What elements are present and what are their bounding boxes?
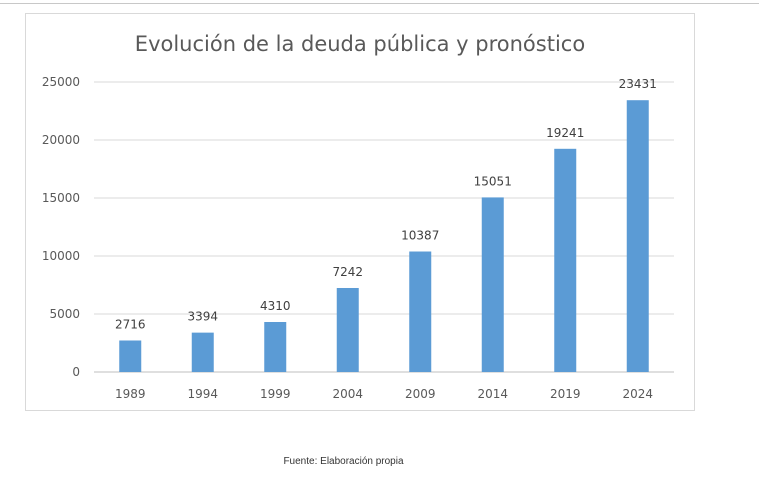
bar-2019 [554, 148, 577, 372]
top-divider [0, 3, 759, 4]
bar-2024 [626, 100, 649, 372]
y-tick-label: 0 [72, 365, 80, 379]
x-tick-label-2004: 2004 [332, 387, 363, 401]
data-label-2014: 15051 [474, 174, 512, 188]
data-label-2009: 10387 [401, 229, 439, 243]
bar-1989 [119, 340, 142, 372]
x-tick-label-2024: 2024 [622, 387, 653, 401]
bar-1999 [264, 322, 287, 372]
bar-1994 [191, 332, 214, 372]
data-label-1989: 2716 [115, 317, 146, 331]
data-label-1999: 4310 [260, 299, 291, 313]
bar-2014 [481, 197, 504, 372]
data-label-2004: 7242 [332, 265, 363, 279]
labels: 0 5000 10000 15000 20000 25000 2716 1989 3394 199… [42, 75, 657, 401]
data-label-2019: 19241 [546, 126, 584, 140]
x-tick-label-2009: 2009 [405, 387, 436, 401]
source-caption: Fuente: Elaboración propia [283, 456, 404, 467]
chart-title: Evolución de la deuda pública y pronósti… [135, 32, 585, 56]
data-label-2024: 23431 [619, 77, 657, 91]
y-tick-label: 10000 [42, 249, 80, 263]
data-label-1994: 3394 [187, 310, 218, 324]
gridlines [94, 81, 674, 373]
bar-2009 [409, 251, 432, 372]
x-tick-label-1999: 1999 [260, 387, 291, 401]
x-tick-label-1989: 1989 [115, 387, 146, 401]
y-tick-label: 25000 [42, 75, 80, 89]
y-tick-label: 5000 [49, 307, 80, 321]
y-tick-label: 15000 [42, 191, 80, 205]
bar-2004 [336, 287, 359, 372]
chart-container: Evolución de la deuda pública y pronósti… [25, 13, 695, 411]
x-tick-label-2014: 2014 [477, 387, 508, 401]
x-tick-label-1994: 1994 [187, 387, 218, 401]
bar-chart: Evolución de la deuda pública y pronósti… [42, 32, 674, 401]
bars [119, 100, 649, 372]
x-tick-label-2019: 2019 [550, 387, 581, 401]
y-tick-label: 20000 [42, 133, 80, 147]
